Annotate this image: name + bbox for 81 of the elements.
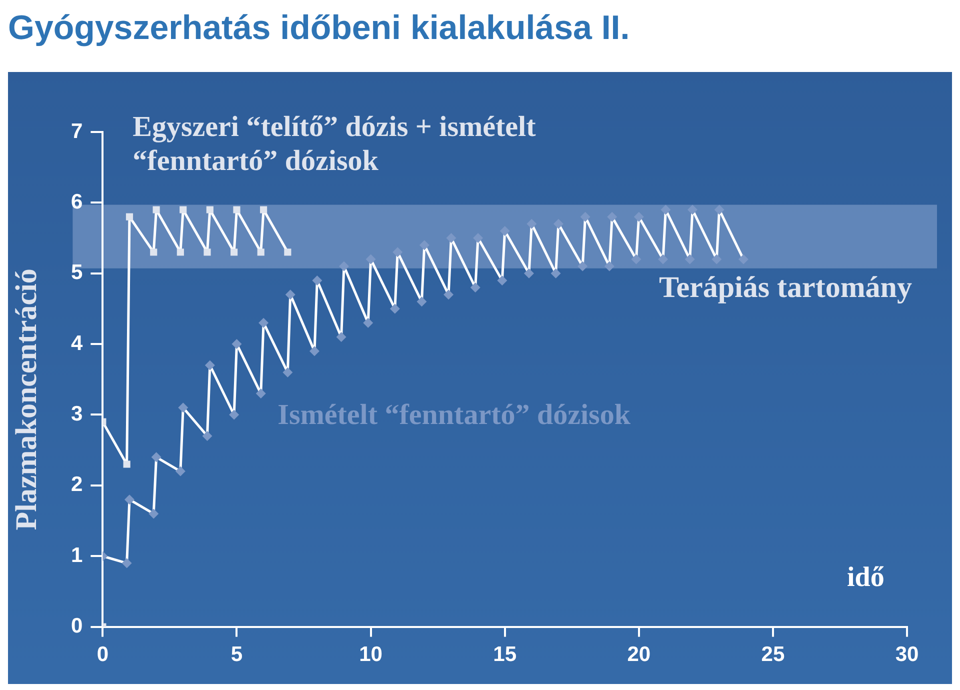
point	[444, 290, 454, 300]
y-tick-label: 4	[70, 332, 83, 355]
chart-title: Gyógyszerhatás időbeni kialakulása II.	[8, 8, 631, 49]
y-tick-label: 0	[70, 614, 83, 638]
x-tick-label: 5	[230, 643, 243, 666]
point	[285, 290, 296, 300]
point	[416, 296, 427, 307]
point	[500, 226, 510, 236]
point	[631, 254, 642, 264]
series-label: Ismételt “fenntartó” dózisok	[278, 398, 632, 431]
y-tick-label: 2	[70, 473, 83, 496]
point	[446, 233, 456, 244]
point	[126, 213, 134, 220]
x-tick-label: 30	[895, 643, 919, 666]
point	[206, 206, 214, 214]
point	[152, 206, 160, 214]
point	[122, 558, 132, 568]
point	[233, 206, 240, 214]
y-tick-label: 3	[70, 402, 83, 426]
x-tick-label: 25	[761, 643, 785, 666]
point	[202, 430, 212, 441]
point	[392, 247, 403, 258]
point	[284, 248, 292, 256]
x-tick-label: 20	[627, 643, 651, 666]
point	[684, 254, 695, 264]
point	[258, 318, 269, 328]
point	[256, 388, 266, 399]
point	[176, 248, 184, 256]
point	[553, 218, 564, 229]
point	[229, 410, 240, 420]
point	[712, 254, 722, 264]
point	[607, 212, 618, 222]
point	[148, 508, 159, 519]
band-label: Terápiás tartomány	[658, 271, 912, 304]
point	[150, 248, 158, 256]
x-tick-label: 10	[359, 643, 382, 666]
point	[366, 254, 376, 264]
point	[658, 254, 668, 264]
y-axis-title: Plazmakoncentráció	[10, 268, 43, 530]
point	[257, 248, 264, 256]
y-tick-label: 6	[70, 190, 83, 214]
point	[363, 318, 374, 328]
x-tick-label: 15	[493, 643, 517, 666]
point	[204, 360, 215, 370]
point	[738, 254, 748, 264]
y-tick-label: 7	[70, 120, 83, 143]
x-tick-label: 0	[96, 643, 109, 666]
point	[260, 206, 268, 214]
point	[151, 452, 162, 462]
point	[550, 268, 561, 278]
point	[660, 204, 671, 215]
point	[338, 261, 349, 272]
point	[580, 212, 590, 222]
point	[123, 460, 130, 468]
point	[419, 240, 430, 250]
y-tick-label: 5	[70, 261, 83, 284]
point	[470, 282, 480, 293]
point	[688, 204, 698, 215]
point	[524, 268, 534, 278]
point	[282, 367, 293, 378]
point	[390, 304, 400, 314]
y-tick-label: 1	[70, 544, 83, 567]
series-label: Egyszeri “telítő” dózis + ismételt “fenntartó” dózisok	[132, 110, 536, 177]
point	[232, 339, 242, 350]
point	[578, 261, 588, 272]
point	[312, 275, 322, 286]
point	[204, 248, 211, 256]
point	[634, 212, 644, 222]
point	[178, 402, 188, 413]
point	[230, 248, 238, 256]
point	[497, 275, 508, 286]
x-axis-title: idő	[847, 562, 884, 594]
point	[309, 346, 320, 356]
point	[336, 332, 346, 342]
point	[180, 206, 187, 214]
point	[124, 494, 134, 505]
point	[473, 233, 484, 244]
point	[526, 218, 537, 229]
point	[604, 261, 614, 272]
point	[714, 204, 724, 215]
point	[175, 466, 186, 476]
